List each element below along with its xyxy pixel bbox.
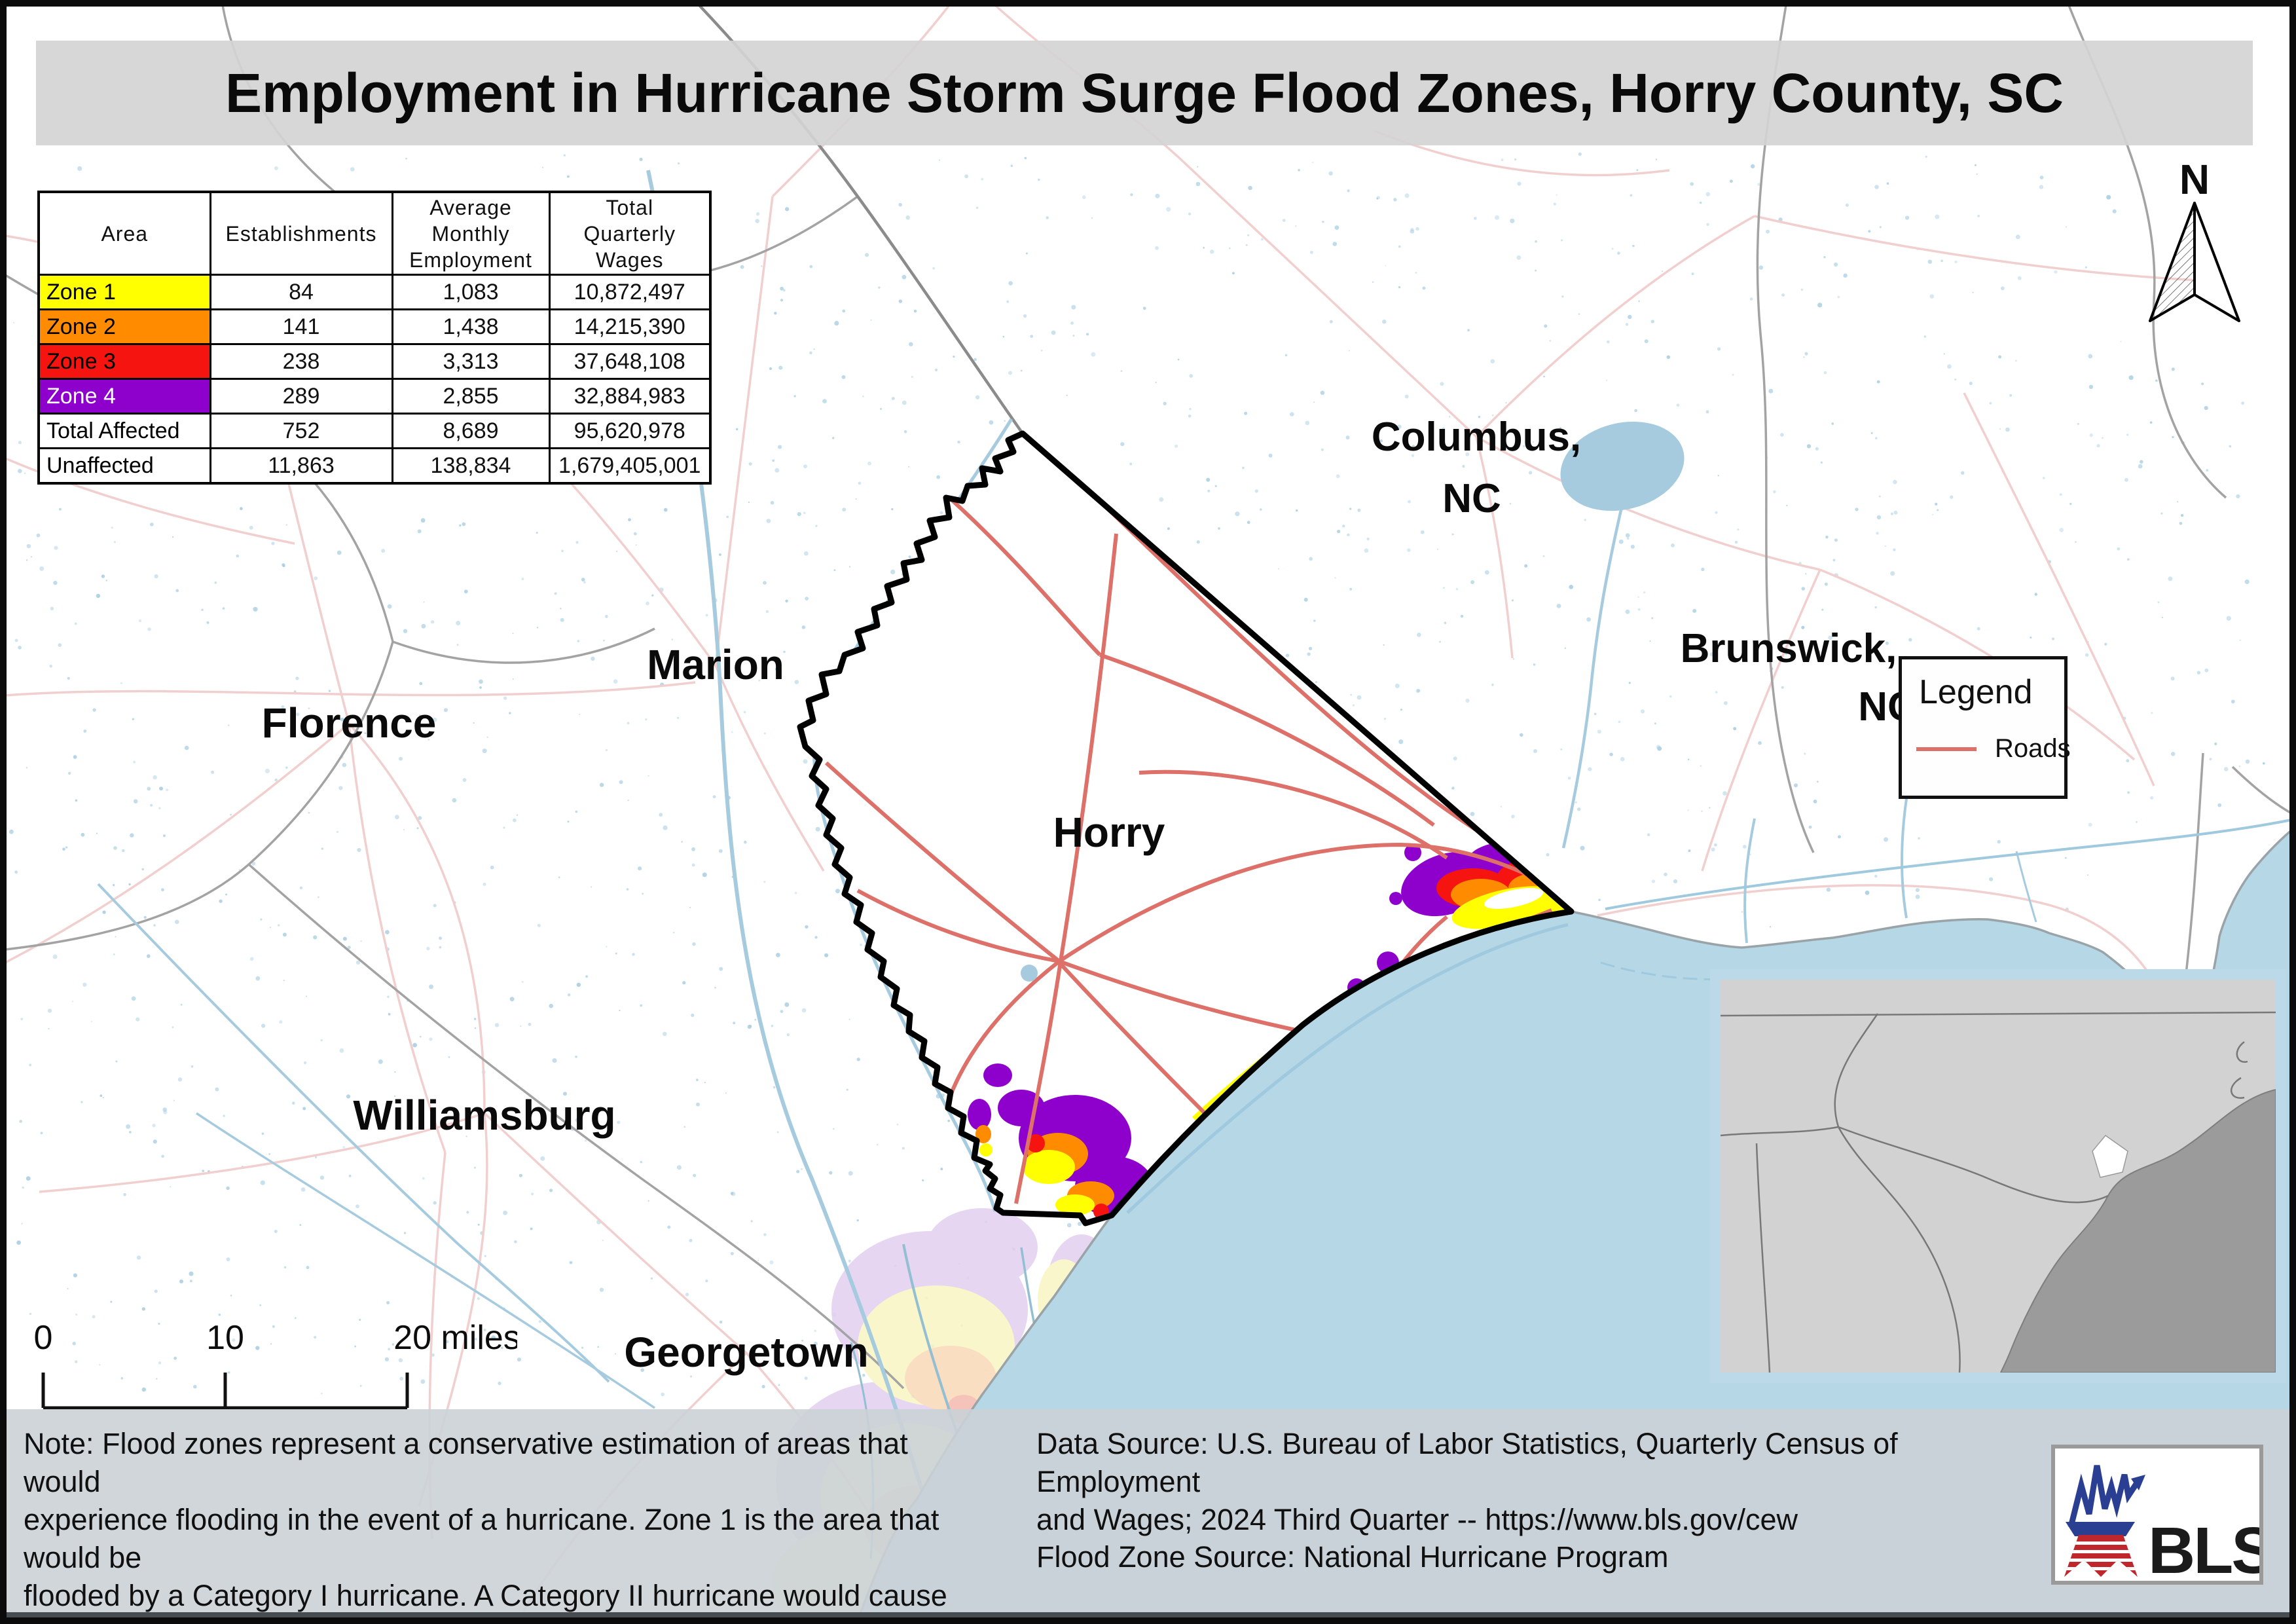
value-cell: 1,438: [391, 308, 551, 345]
conway-pond: [1021, 965, 1038, 982]
header-area: Area: [37, 191, 211, 276]
header-establishments: Establishments: [209, 191, 393, 276]
value-cell: 14,215,390: [548, 308, 712, 345]
area-cell: Zone 4: [37, 378, 211, 415]
value-cell: 138,834: [391, 447, 551, 485]
legend-item-roads: Roads: [1916, 734, 2071, 764]
legend-item-label: Roads: [1995, 734, 2071, 763]
value-cell: 10,872,497: [548, 274, 712, 310]
area-cell: Unaffected: [37, 447, 211, 485]
value-cell: 752: [209, 413, 393, 449]
legend-title: Legend: [1919, 673, 2033, 711]
lake-waccamaw: [1560, 421, 1685, 511]
value-cell: 2,855: [391, 378, 551, 415]
zone-table-body: Zone 1 84 1,083 10,872,497 Zone 2 141 1,438 14,…: [37, 274, 712, 485]
value-cell: 1,679,405,001: [548, 447, 712, 485]
county-boundaries: [5, 5, 2292, 1390]
note-text: Note: Flood zones represent a conservati…: [24, 1427, 947, 1624]
county-label-brunswick-line1: Brunswick,: [1681, 626, 1897, 671]
bls-logo: BLS: [2051, 1445, 2275, 1587]
flood-zone-source-text: Flood Zone Source: National Hurricane Pr…: [1036, 1540, 1669, 1574]
scale-bar-bracket: [41, 1373, 409, 1410]
table-header-row: Area Establishments Average Monthly Empl…: [37, 191, 712, 276]
table-row: Unaffected 11,863 138,834 1,679,405,001: [37, 447, 712, 485]
roads-line-symbol: [1916, 747, 1977, 751]
inset-horry-highlight: [2092, 1134, 2128, 1178]
table-row: Zone 4 289 2,855 32,884,983: [37, 378, 712, 415]
title-band: Employment in Hurricane Storm Surge Floo…: [36, 41, 2253, 145]
value-cell: 238: [209, 343, 393, 380]
north-arrow-label: N: [2179, 156, 2210, 203]
logo-star-shoulders: [2066, 1522, 2135, 1536]
logo-text: BLS: [2148, 1514, 2259, 1581]
county-label-florence: Florence: [262, 699, 437, 747]
area-cell: Zone 3: [37, 343, 211, 380]
value-cell: 32,884,983: [548, 378, 712, 415]
area-cell: Total Affected: [37, 413, 211, 449]
logo-zigzag-icon: [2068, 1465, 2139, 1528]
inset-ocean: [1999, 1088, 2276, 1373]
wetland-speckles: [9, 152, 2265, 1399]
table-row: Zone 3 238 3,313 37,648,108: [37, 343, 712, 380]
county-label-georgetown: Georgetown: [624, 1329, 868, 1376]
area-cell: Zone 1: [37, 274, 211, 310]
value-cell: 11,863: [209, 447, 393, 485]
value-cell: 1,083: [391, 274, 551, 310]
page-title: Employment in Hurricane Storm Surge Floo…: [225, 62, 2064, 124]
value-cell: 3,313: [391, 343, 551, 380]
value-cell: 84: [209, 274, 393, 310]
value-cell: 8,689: [391, 413, 551, 449]
scale-label-20: 20 miles: [393, 1319, 517, 1357]
county-label-williamsburg: Williamsburg: [353, 1092, 615, 1139]
value-cell: 95,620,978: [548, 413, 712, 449]
scale-label-10: 10: [206, 1319, 244, 1357]
data-source-text: Data Source: U.S. Bureau of Labor Statis…: [1036, 1427, 1898, 1536]
table-row: Zone 2 141 1,438 14,215,390: [37, 308, 712, 345]
header-employment: Average Monthly Employment: [391, 191, 551, 276]
county-label-columbus-line1: Columbus,: [1372, 415, 1581, 460]
table-row: Total Affected 752 8,689 95,620,978: [37, 413, 712, 449]
horry-county-border: [797, 430, 1575, 1227]
scale-label-0: 0: [34, 1319, 53, 1357]
value-cell: 289: [209, 378, 393, 415]
legend: Legend Roads: [1899, 656, 2071, 799]
inset-state-borders: [1720, 1011, 2276, 1373]
county-label-horry: Horry: [1053, 809, 1165, 856]
logo-star-body: [2064, 1535, 2138, 1577]
employment-table: Area Establishments Average Monthly Empl…: [37, 191, 712, 485]
inset-locator-map: [1710, 969, 2286, 1383]
north-arrow-left-half: [2149, 202, 2196, 322]
value-cell: 37,648,108: [548, 343, 712, 380]
north-arrow-right-half: [2193, 202, 2240, 322]
county-label-marion: Marion: [647, 641, 784, 688]
table-row: Zone 1 84 1,083 10,872,497: [37, 274, 712, 310]
county-label-columbus-line2: NC: [1442, 476, 1501, 521]
north-arrow: N: [2142, 156, 2247, 349]
area-cell: Zone 2: [37, 308, 211, 345]
logo-zigzag-arrow: [2131, 1475, 2145, 1490]
footer-band: [0, 1409, 2296, 1614]
value-cell: 141: [209, 308, 393, 345]
scale-bar: 0 10 20 miles: [20, 1308, 520, 1423]
header-wages: Total Quarterly Wages: [548, 191, 712, 276]
